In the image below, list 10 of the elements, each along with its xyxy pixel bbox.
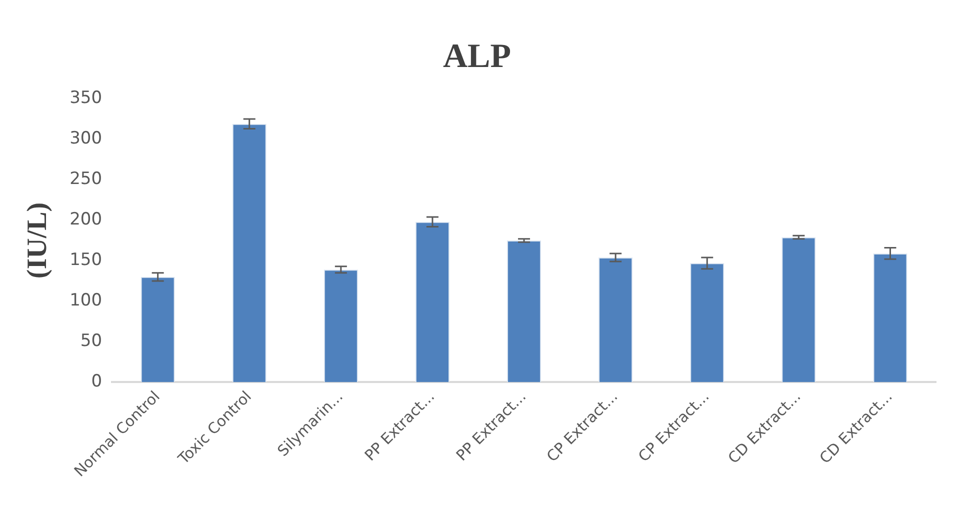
y-tick-label: 300 <box>70 128 102 149</box>
y-axis-title: (IU/L) <box>22 202 54 279</box>
y-tick-label: 350 <box>70 88 102 108</box>
y-tick-label: 150 <box>70 250 102 270</box>
y-tick-label: 0 <box>91 372 102 392</box>
chart-title: ALP <box>443 38 511 76</box>
y-tick-label: 250 <box>70 169 102 190</box>
y-tick-label: 50 <box>80 331 102 352</box>
y-tick-label: 100 <box>70 290 102 311</box>
y-tick-label: 200 <box>70 210 102 230</box>
